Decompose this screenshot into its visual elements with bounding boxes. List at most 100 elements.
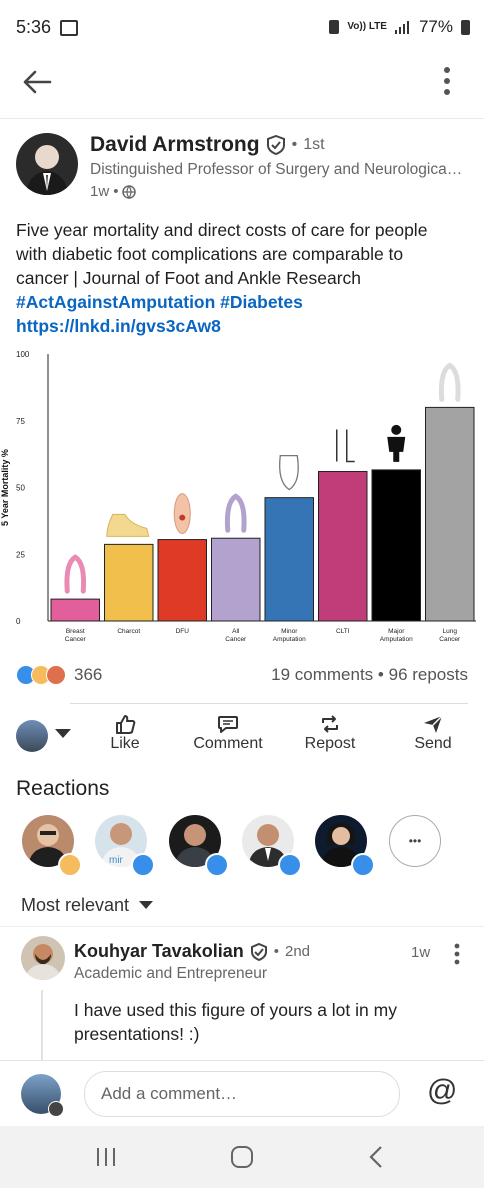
comment-composer: Add a comment… @ [0, 1060, 484, 1127]
y-tick-label: 75 [16, 417, 25, 426]
bar [50, 598, 100, 622]
comment-sort[interactable]: Most relevant [21, 895, 154, 916]
signal-icon [394, 21, 409, 34]
like-button[interactable]: Like [75, 705, 175, 753]
verified-shield-icon [250, 942, 267, 961]
battery-saver-icon [329, 20, 340, 34]
comments-reposts[interactable]: 19 comments • 96 reposts [271, 665, 468, 684]
x-tick-label: Lung Cancer [439, 628, 461, 643]
chart-svg: 5 Year Mortality % 100 75 50 25 0 Breast Cancer… [0, 350, 476, 643]
like-badge-icon [351, 853, 375, 877]
x-tick-label: All Cancer [225, 628, 247, 643]
comment-time: 1w [411, 944, 431, 961]
divider [0, 926, 484, 927]
author-name[interactable]: David Armstrong [90, 133, 260, 156]
post-link[interactable]: https://lnkd.in/gvs3cAw8 [16, 316, 221, 336]
chevron-down-icon [139, 901, 154, 909]
mortality-chart[interactable]: 5 Year Mortality % 100 75 50 25 0 Breast Cancer… [0, 340, 484, 650]
y-tick-label: 100 [16, 350, 30, 359]
bar [425, 406, 475, 622]
comment-text-line: presentations! :) [74, 1024, 200, 1044]
sort-label: Most relevant [21, 895, 130, 915]
commenter-degree: 2nd [284, 943, 311, 960]
commenter-headline: Academic and Entrepreneur [74, 965, 268, 982]
status-bar: 5:36 Vo)) LTE 77% [0, 0, 484, 56]
comments-count[interactable]: 19 comments [271, 665, 374, 684]
comment-input[interactable]: Add a comment… [84, 1071, 400, 1117]
comment-text: I have used this figure of yours a lot i… [74, 998, 397, 1046]
repost-label: Repost [304, 735, 356, 752]
back-arrow-icon[interactable] [22, 69, 52, 95]
person-head-icon [391, 424, 402, 435]
comment-text-line: I have used this figure of yours a lot i… [74, 1000, 397, 1020]
y-tick-label: 0 [16, 617, 21, 626]
commenter-name[interactable]: Kouhyar Tavakolian [74, 941, 244, 961]
like-badge-icon [131, 853, 155, 877]
home-icon[interactable] [230, 1145, 254, 1169]
status-time: 5:36 [16, 17, 52, 37]
author-line: David Armstrong • 1st [90, 133, 325, 156]
author-avatar[interactable] [16, 133, 78, 195]
repost-button[interactable]: Repost [280, 705, 380, 753]
chevron-down-icon[interactable] [55, 729, 71, 739]
bar [318, 470, 368, 622]
self-avatar[interactable] [16, 720, 48, 752]
more-options-icon[interactable] [441, 66, 453, 98]
back-nav-icon[interactable] [368, 1145, 384, 1169]
signal-text: Vo)) LTE [347, 21, 387, 32]
reaction-icons[interactable] [16, 665, 66, 685]
ribbon-icon [438, 362, 461, 402]
repost-icon [322, 715, 338, 733]
y-tick-label: 25 [16, 550, 25, 559]
divider [70, 703, 468, 704]
author-headline: Distinguished Professor of Surgery and N… [90, 161, 463, 178]
comment-button[interactable]: Comment [178, 705, 278, 753]
more-reactions-button[interactable]: ••• [389, 815, 441, 867]
action-bar: Like Comment Repost Send [0, 705, 484, 765]
insightful-badge-icon [58, 853, 82, 877]
reposts-count[interactable]: 96 reposts [388, 665, 468, 684]
bar [264, 497, 314, 622]
send-icon [424, 715, 443, 733]
mention-button[interactable]: @ [427, 1074, 458, 1107]
y-tick-label: 50 [16, 484, 25, 493]
bar [371, 469, 421, 622]
thumbs-up-icon [116, 715, 136, 734]
verified-shield-icon [266, 135, 285, 155]
foot-sole-icon [173, 493, 191, 535]
love-reaction-icon [46, 665, 66, 685]
comment-placeholder: Add a comment… [101, 1084, 238, 1103]
post-hashtags[interactable]: #ActAgainstAmputation #Diabetes [16, 292, 303, 312]
avatar-switch-icon[interactable] [48, 1101, 64, 1117]
status-indicators: Vo)) LTE 77% [329, 17, 470, 37]
reactor-avatar[interactable] [22, 815, 74, 867]
x-tick-label: Major Amputation [380, 628, 413, 643]
reactions-title: Reactions [16, 777, 110, 800]
ribbon-icon [224, 493, 247, 533]
connection-degree: 1st [303, 136, 325, 153]
post-time: 1w [90, 183, 110, 200]
like-badge-icon [278, 853, 302, 877]
x-tick-label: Charcot [117, 628, 140, 635]
x-tick-label: CLTI [336, 628, 350, 635]
comment-header: Kouhyar Tavakolian • 2nd [74, 941, 311, 961]
social-counts: 366 19 comments • 96 reposts [16, 662, 468, 690]
top-bar [0, 56, 484, 119]
battery-percent: 77% [418, 17, 453, 36]
post-meta: 1w • [90, 183, 137, 200]
comment-label: Comment [193, 735, 263, 752]
ulcer-icon [179, 514, 186, 521]
recents-icon[interactable] [95, 1146, 117, 1168]
battery-icon [461, 19, 470, 35]
reactor-avatar[interactable] [242, 815, 294, 867]
reaction-count[interactable]: 366 [74, 665, 103, 684]
foot-icon [106, 513, 150, 537]
reactor-list: mir ••• [0, 815, 484, 877]
commenter-avatar[interactable] [21, 936, 65, 980]
post-body: Five year mortality and direct costs of … [16, 218, 472, 338]
system-nav-bar [0, 1126, 484, 1188]
x-tick-label: DFU [176, 628, 190, 635]
comment-more-icon[interactable] [452, 943, 462, 965]
send-button[interactable]: Send [383, 705, 483, 753]
bar [211, 537, 261, 622]
